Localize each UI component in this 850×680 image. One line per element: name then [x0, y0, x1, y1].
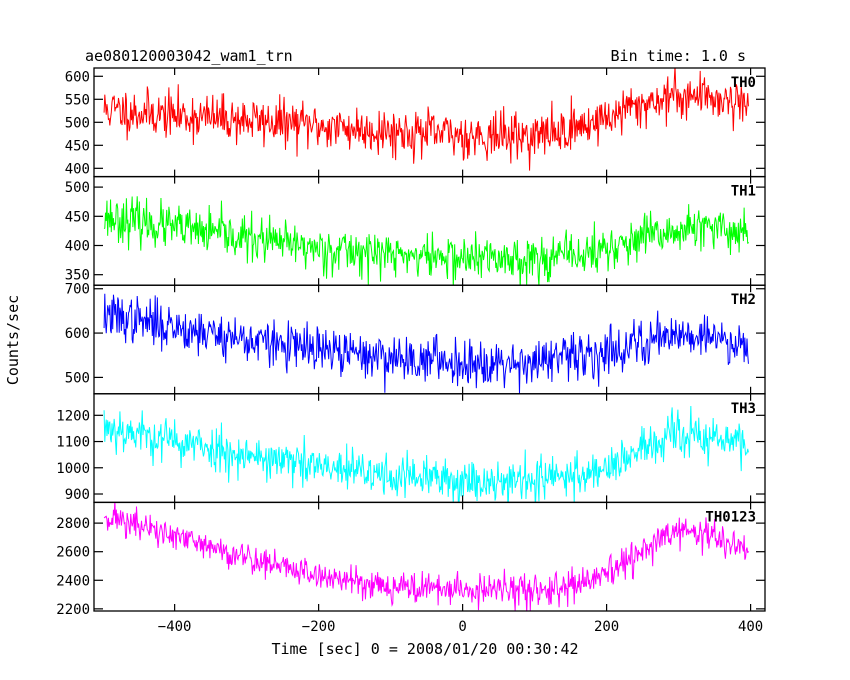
- y-tick-label: 500: [65, 115, 90, 131]
- panels-group: 400 450 500 550 600 TH0 350 400 450 500 TH1 500 600 7…: [56, 67, 766, 635]
- panel-label-th0: TH0: [731, 75, 756, 91]
- panel-th1: 350 400 450 500 TH1: [65, 175, 766, 286]
- panel-th0: 400 450 500 550 600 TH0: [65, 67, 766, 177]
- chart-title-right: Bin time: 1.0 s: [611, 47, 746, 65]
- y-tick-label: 400: [65, 238, 90, 254]
- panel-label-th0123: TH0123: [705, 509, 756, 525]
- y-tick-label: 550: [65, 92, 90, 108]
- y-tick-label: 700: [65, 282, 90, 298]
- series-line-th0: [103, 68, 749, 171]
- panel-frame: [93, 501, 766, 612]
- x-tick-label: 0: [458, 619, 466, 635]
- y-tick-label: 2800: [56, 516, 90, 532]
- panel-label-th3: TH3: [731, 401, 756, 417]
- y-tick-label: 600: [65, 69, 90, 85]
- x-tick-label: 200: [594, 619, 619, 635]
- panel-th3: 900 1000 1100 1200 TH3: [56, 393, 766, 504]
- y-tick-label: 500: [65, 180, 90, 196]
- y-tick-label: 900: [65, 487, 90, 503]
- x-tick-label: −200: [302, 619, 336, 635]
- y-tick-label: 2200: [56, 602, 90, 618]
- y-axis-title: Counts/sec: [4, 295, 22, 385]
- series-line-th0123: [103, 502, 749, 611]
- series-line-th1: [103, 196, 749, 286]
- x-tick-label: 400: [738, 619, 763, 635]
- series-line-th2: [103, 293, 749, 394]
- x-axis-title: Time [sec] 0 = 2008/01/20 00:30:42: [271, 640, 578, 658]
- y-tick-label: 1200: [56, 408, 90, 424]
- panel-label-th1: TH1: [731, 184, 756, 200]
- panel-th2: 500 600 700 TH2: [65, 282, 766, 395]
- y-tick-label: 2600: [56, 545, 90, 561]
- y-tick-label: 450: [65, 138, 90, 154]
- y-tick-label: 400: [65, 161, 90, 177]
- panel-th0123: 2200 2400 2600 2800 TH0123: [56, 501, 766, 618]
- series-line-th3: [103, 406, 749, 503]
- y-tick-label: 1100: [56, 435, 90, 451]
- y-tick-label: 350: [65, 268, 90, 284]
- y-tick-label: 600: [65, 326, 90, 342]
- chart-title-left: ae080120003042_wam1_trn: [85, 47, 293, 65]
- y-tick-label: 1000: [56, 461, 90, 477]
- x-tick-label: −400: [158, 619, 192, 635]
- y-tick-label: 2400: [56, 573, 90, 589]
- y-tick-label: 500: [65, 370, 90, 386]
- panel-label-th2: TH2: [731, 292, 756, 308]
- y-tick-label: 450: [65, 209, 90, 225]
